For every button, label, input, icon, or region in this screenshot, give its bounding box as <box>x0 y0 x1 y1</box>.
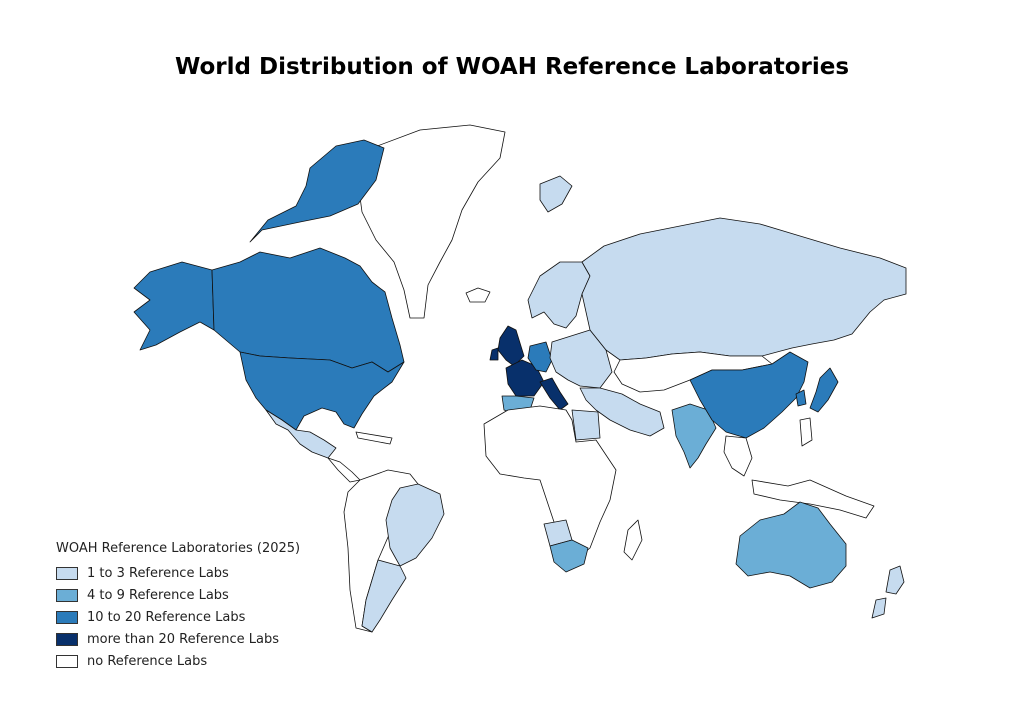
legend-label: more than 20 Reference Labs <box>87 631 279 647</box>
legend-swatch <box>56 566 78 580</box>
region-scandinavia[interactable] <box>527 261 591 329</box>
region-france[interactable] <box>505 359 545 397</box>
legend-item: 10 to 20 Reference Labs <box>56 606 300 628</box>
legend-swatch <box>56 610 78 624</box>
region-africa[interactable] <box>483 405 643 561</box>
legend-label: no Reference Labs <box>87 653 208 669</box>
legend-swatch <box>56 588 78 602</box>
region-new-zealand[interactable] <box>871 565 905 619</box>
region-russia[interactable] <box>581 217 907 361</box>
legend-label: 10 to 20 Reference Labs <box>87 609 246 625</box>
region-middle-east[interactable] <box>579 387 665 437</box>
region-china[interactable] <box>689 351 809 439</box>
legend-item: 4 to 9 Reference Labs <box>56 584 300 606</box>
region-south-africa[interactable] <box>549 539 589 573</box>
region-canada-arctic-islands[interactable] <box>249 139 385 243</box>
legend-label: 4 to 9 Reference Labs <box>87 587 229 603</box>
region-southeast-asia[interactable] <box>723 417 875 519</box>
legend-item: 1 to 3 Reference Labs <box>56 562 300 584</box>
map-legend: WOAH Reference Laboratories (2025) 1 to … <box>56 541 300 672</box>
region-italy[interactable] <box>539 377 569 411</box>
legend-title: WOAH Reference Laboratories (2025) <box>56 541 301 556</box>
region-svalbard[interactable] <box>539 175 573 213</box>
legend-label: 1 to 3 Reference Labs <box>87 565 229 581</box>
region-india[interactable] <box>671 403 717 469</box>
legend-item: no Reference Labs <box>56 650 300 672</box>
region-iceland[interactable] <box>465 287 491 303</box>
legend-swatch <box>56 632 78 646</box>
region-greenland[interactable] <box>357 124 506 319</box>
region-alaska[interactable] <box>133 261 215 351</box>
region-united-kingdom[interactable] <box>489 325 525 367</box>
region-germany[interactable] <box>527 341 553 373</box>
region-japan[interactable] <box>795 367 839 413</box>
legend-swatch <box>56 654 78 668</box>
legend-item: more than 20 Reference Labs <box>56 628 300 650</box>
region-mexico[interactable] <box>265 409 337 459</box>
region-argentina[interactable] <box>361 559 407 633</box>
map-title: World Distribution of WOAH Reference Lab… <box>174 54 850 80</box>
region-brazil[interactable] <box>385 483 445 567</box>
region-egypt[interactable] <box>571 409 601 441</box>
region-australia[interactable] <box>735 501 847 589</box>
